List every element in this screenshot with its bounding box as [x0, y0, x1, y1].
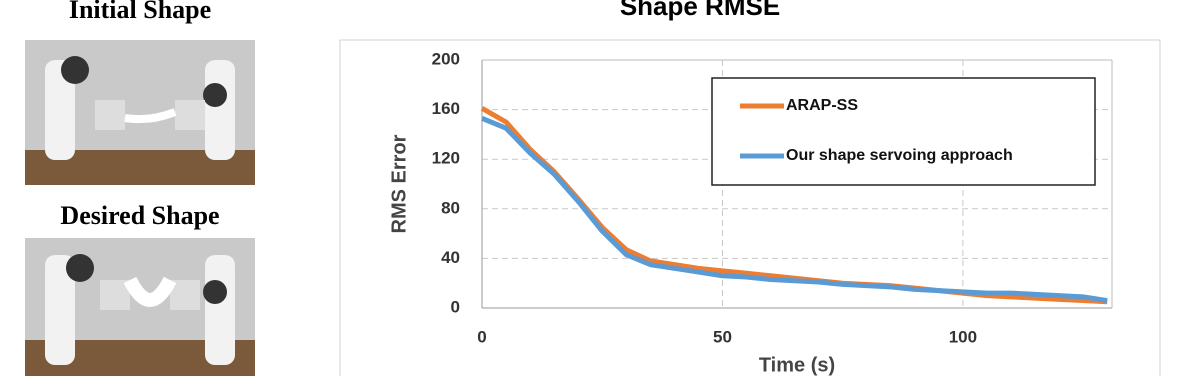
- legend-label: ARAP-SS: [786, 97, 858, 114]
- y-tick-label: 160: [432, 99, 460, 118]
- y-tick-label: 200: [432, 49, 460, 68]
- legend-box: [711, 77, 1096, 186]
- panel-title: Desired Shape: [60, 201, 219, 230]
- panel-title: Initial Shape: [69, 0, 211, 24]
- y-tick-label: 40: [441, 248, 460, 267]
- x-tick-label: 100: [949, 327, 977, 346]
- chart-title: Shape RMSE: [620, 0, 780, 21]
- y-tick-label: 120: [432, 149, 460, 168]
- y-axis-label: RMS Error: [388, 134, 410, 233]
- legend-label: Our shape servoing approach: [786, 147, 1013, 164]
- y-tick-label: 0: [451, 297, 460, 316]
- x-axis-label: Time (s): [759, 354, 835, 376]
- photo-initial: [25, 40, 255, 185]
- photo-desired: [25, 238, 255, 376]
- y-tick-label: 80: [441, 198, 460, 217]
- series-line: [481, 115, 1108, 304]
- x-tick-label: 50: [713, 327, 732, 346]
- x-tick-label: 0: [477, 327, 486, 346]
